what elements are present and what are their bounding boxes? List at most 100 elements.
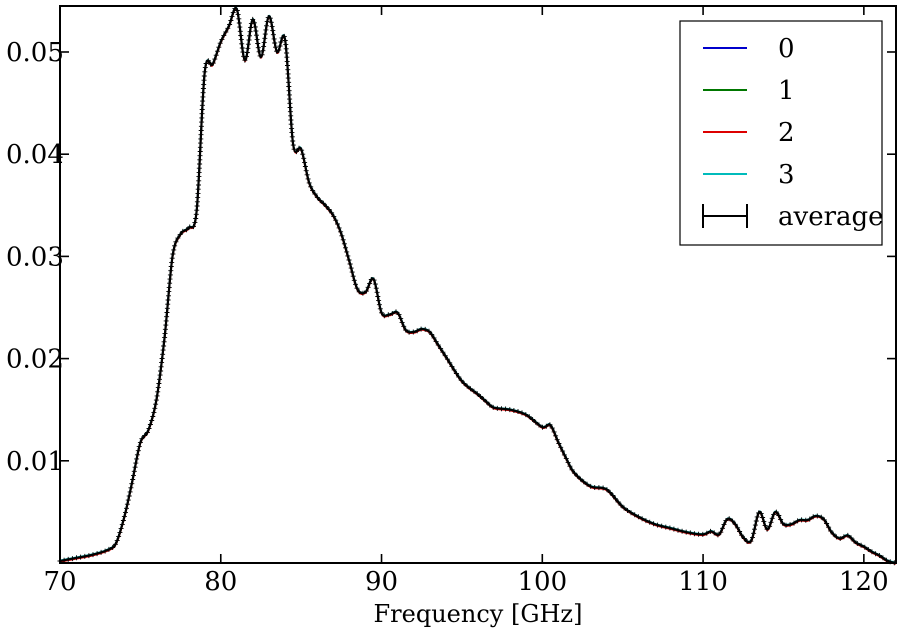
average-error-bar <box>259 52 265 58</box>
average-error-bar <box>304 172 310 178</box>
average-error-bar <box>135 448 141 454</box>
average-error-bar <box>215 48 220 54</box>
average-error-bar <box>117 530 123 536</box>
average-error-bar <box>196 178 202 184</box>
average-error-bar <box>730 518 736 524</box>
average-error-bar <box>655 522 661 528</box>
average-error-bar <box>202 69 208 75</box>
average-error-bar <box>201 73 207 79</box>
average-error-bar <box>168 268 174 274</box>
average-error-bar <box>262 35 268 41</box>
average-error-bar <box>286 79 292 85</box>
average-error-bar <box>433 339 439 345</box>
average-error-bar <box>558 444 564 450</box>
x-axis-ticks: 70 80 90 100 110 120 <box>43 6 889 597</box>
average-error-bar <box>393 309 399 315</box>
average-error-bar <box>791 520 797 526</box>
average-error-bar <box>158 368 164 374</box>
average-error-bar <box>379 310 385 316</box>
average-error-bar <box>826 524 832 530</box>
x-tick-label: 100 <box>517 567 567 597</box>
average-error-bar <box>287 105 293 110</box>
average-error-bar <box>741 536 747 541</box>
average-error-bar <box>584 481 590 487</box>
average-error-bar <box>278 39 284 45</box>
average-error-bar <box>339 233 345 239</box>
average-error-bar <box>445 356 450 362</box>
average-error-bar <box>764 526 770 532</box>
average-error-bar <box>264 19 270 25</box>
average-error-bar <box>371 277 377 283</box>
average-error-bar <box>197 161 203 167</box>
average-error-bar <box>340 237 346 243</box>
average-error-bar <box>167 276 173 282</box>
average-error-bar <box>574 473 580 479</box>
average-error-bar <box>880 555 886 561</box>
average-error-bar <box>858 542 864 548</box>
average-error-bar <box>851 538 857 544</box>
average-error-bar <box>761 519 767 525</box>
average-error-bar <box>335 221 340 227</box>
average-error-bar <box>739 532 745 538</box>
average-error-bar <box>553 433 559 439</box>
average-error-bar <box>238 37 244 43</box>
average-error-bar <box>771 511 777 517</box>
average-error-bar <box>235 12 241 18</box>
average-error-bar <box>247 29 253 35</box>
average-error-bar <box>137 440 143 446</box>
average-error-bar <box>272 40 278 46</box>
average-error-bar <box>164 310 170 315</box>
y-axis-ticks: 0.01 0.02 0.03 0.04 0.05 <box>6 38 896 477</box>
average-error-bar <box>247 33 252 39</box>
average-error-bar <box>363 288 369 294</box>
average-error-bar <box>286 92 292 98</box>
legend-swatch-average <box>702 204 748 228</box>
average-error-bar <box>129 481 135 487</box>
average-error-bar <box>236 16 242 22</box>
average-error-bar <box>643 518 649 524</box>
average-error-bar <box>778 516 784 522</box>
average-error-bar <box>65 556 71 562</box>
y-tick-label: 0.01 <box>6 447 64 477</box>
average-error-bar <box>267 15 273 21</box>
average-error-bar <box>285 71 291 77</box>
average-error-bar <box>273 44 278 50</box>
average-error-bar <box>769 515 775 521</box>
average-error-bar <box>376 302 382 308</box>
average-error-bar <box>168 264 174 269</box>
average-error-bar <box>198 140 204 146</box>
average-error-bar <box>116 534 122 540</box>
average-error-bar <box>198 128 204 133</box>
average-error-bar <box>494 405 500 411</box>
average-error-bar <box>317 198 323 204</box>
average-error-bar <box>252 24 258 30</box>
average-error-bar <box>294 149 299 155</box>
average-error-bar <box>126 493 132 499</box>
average-error-bar <box>474 391 480 397</box>
average-error-bar <box>288 117 294 123</box>
average-error-bar <box>406 329 412 335</box>
average-error-bar <box>344 249 350 255</box>
average-error-bar <box>254 32 259 38</box>
average-error-bar <box>157 376 162 382</box>
average-error-bar <box>754 514 760 520</box>
average-error-bar <box>196 169 202 175</box>
legend-label-0: 0 <box>778 34 795 64</box>
average-error-bar <box>290 142 296 148</box>
average-error-bar <box>876 553 882 558</box>
average-error-bar <box>345 253 351 259</box>
average-error-bar <box>166 293 171 299</box>
average-error-bar <box>821 517 827 523</box>
average-error-bar <box>155 385 161 391</box>
legend-label-3: 3 <box>778 160 795 190</box>
average-error-bar <box>262 31 268 37</box>
average-error-bar <box>153 401 159 407</box>
average-error-bar <box>748 538 754 544</box>
average-error-bar <box>228 18 234 23</box>
average-error-bar <box>596 485 602 491</box>
average-error-bar <box>136 444 142 450</box>
average-error-bar <box>303 168 309 174</box>
average-error-bar <box>201 81 207 87</box>
average-error-bar <box>255 41 261 46</box>
